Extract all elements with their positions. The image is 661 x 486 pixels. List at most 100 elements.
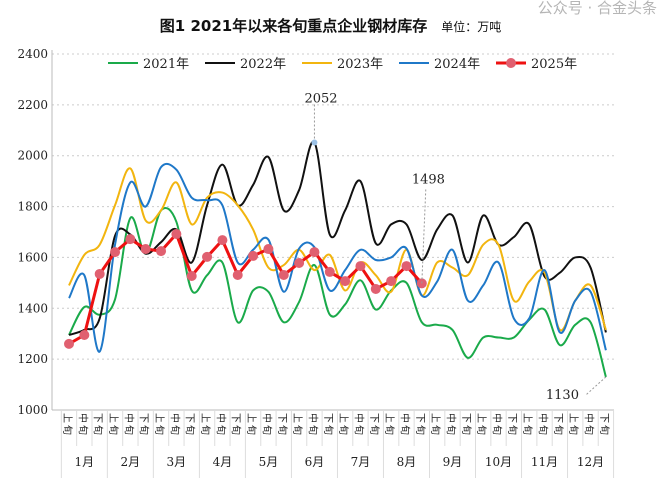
- annotation-label: 1130: [546, 388, 579, 403]
- data-point: [232, 269, 243, 280]
- data-point: [309, 247, 320, 258]
- legend-label: 2023年: [337, 57, 383, 72]
- x-tick-label: 旬: [414, 425, 427, 435]
- x-tick-label: 下: [414, 413, 425, 423]
- x-tick-label: 旬: [398, 425, 411, 435]
- x-tick-label: 上: [153, 413, 165, 423]
- series-line-2021年: [68, 207, 607, 378]
- x-tick-label: 中: [168, 413, 181, 423]
- x-tick-label: 下: [368, 413, 379, 423]
- x-tick-label: 下: [138, 413, 149, 423]
- x-tick-label: 下: [598, 413, 609, 423]
- x-tick-label: 旬: [567, 425, 580, 435]
- month-label: 3月: [167, 455, 187, 469]
- series-line-2025年: [68, 231, 423, 346]
- y-tick-label: 2000: [17, 149, 48, 163]
- x-tick-label: 旬: [61, 425, 74, 435]
- x-tick-label: 上: [61, 413, 73, 423]
- x-tick-label: 中: [398, 413, 411, 423]
- month-label: 1月: [75, 455, 95, 469]
- data-point: [125, 234, 136, 245]
- series-line-2022年: [68, 140, 607, 336]
- x-tick-label: 下: [230, 413, 241, 423]
- data-point: [248, 250, 259, 261]
- x-tick-label: 旬: [76, 425, 89, 435]
- data-point: [370, 283, 381, 294]
- x-tick-label: 上: [429, 413, 441, 423]
- annotation-leader: [585, 376, 607, 396]
- data-point: [171, 229, 182, 240]
- x-tick-label: 下: [552, 413, 563, 423]
- data-point: [217, 235, 228, 246]
- x-tick-label: 上: [199, 413, 211, 423]
- chart-title: 图1 2021年以来各旬重点企业钢材库存 单位：万吨: [0, 15, 661, 36]
- x-tick-label: 旬: [306, 425, 319, 435]
- annotation-leader: [421, 188, 427, 284]
- x-tick-label: 中: [352, 413, 365, 423]
- x-tick-label: 旬: [383, 425, 396, 435]
- x-tick-label: 旬: [429, 425, 442, 435]
- month-label: 8月: [397, 455, 417, 469]
- x-tick-label: 旬: [92, 425, 105, 435]
- annotation-label: 2052: [304, 91, 337, 106]
- x-tick-label: 上: [107, 413, 119, 423]
- month-label: 6月: [305, 455, 325, 469]
- x-tick-label: 上: [245, 413, 257, 423]
- x-tick-label: 旬: [184, 425, 197, 435]
- month-label: 4月: [213, 455, 233, 469]
- y-tick-label: 2200: [17, 98, 48, 112]
- x-tick-label: 旬: [475, 425, 488, 435]
- month-label: 10月: [485, 455, 512, 469]
- title-text: 图1 2021年以来各旬重点企业钢材库存: [159, 17, 428, 35]
- month-label: 11月: [531, 455, 558, 469]
- unit-label: 单位：万吨: [441, 20, 502, 34]
- x-tick-label: 旬: [260, 425, 273, 435]
- month-label: 12月: [577, 455, 604, 469]
- watermark: 公众号 · 合金头条: [537, 0, 657, 17]
- x-tick-label: 中: [214, 413, 227, 423]
- y-tick-label: 1000: [17, 403, 48, 417]
- data-point: [386, 276, 397, 287]
- month-label: 2月: [121, 455, 141, 469]
- data-point: [64, 338, 74, 349]
- legend-label: 2025年: [531, 57, 577, 72]
- data-point: [355, 261, 366, 272]
- x-tick-label: 上: [567, 413, 579, 423]
- x-tick-label: 中: [122, 413, 135, 423]
- data-point: [186, 270, 197, 281]
- data-point: [79, 329, 90, 340]
- x-tick-label: 下: [276, 413, 287, 423]
- x-tick-label: 中: [76, 413, 89, 423]
- x-tick-label: 上: [383, 413, 395, 423]
- legend-label: 2021年: [143, 57, 189, 72]
- x-tick-label: 旬: [491, 425, 504, 435]
- x-tick-label: 旬: [214, 425, 227, 435]
- x-tick-label: 旬: [521, 425, 534, 435]
- x-tick-label: 旬: [552, 425, 565, 435]
- legend-label: 2022年: [240, 57, 286, 72]
- x-tick-label: 下: [92, 413, 103, 423]
- x-tick-label: 旬: [322, 425, 335, 435]
- annotation-label: 1498: [412, 172, 445, 187]
- data-point: [156, 246, 167, 257]
- x-tick-label: 旬: [583, 425, 596, 435]
- data-point: [140, 244, 151, 255]
- x-tick-label: 下: [184, 413, 195, 423]
- data-point: [401, 261, 412, 272]
- month-label: 5月: [259, 455, 279, 469]
- x-tick-label: 旬: [352, 425, 365, 435]
- data-point: [263, 244, 274, 255]
- x-tick-label: 旬: [276, 425, 289, 435]
- x-tick-label: 旬: [460, 425, 473, 435]
- month-label: 9月: [443, 455, 463, 469]
- x-tick-label: 旬: [122, 425, 135, 435]
- month-label: 7月: [351, 455, 371, 469]
- x-tick-label: 上: [291, 413, 303, 423]
- x-tick-label: 旬: [337, 425, 350, 435]
- legend-marker: [506, 58, 516, 68]
- x-tick-label: 中: [445, 413, 458, 423]
- data-point: [110, 247, 121, 258]
- y-tick-label: 1400: [17, 301, 48, 315]
